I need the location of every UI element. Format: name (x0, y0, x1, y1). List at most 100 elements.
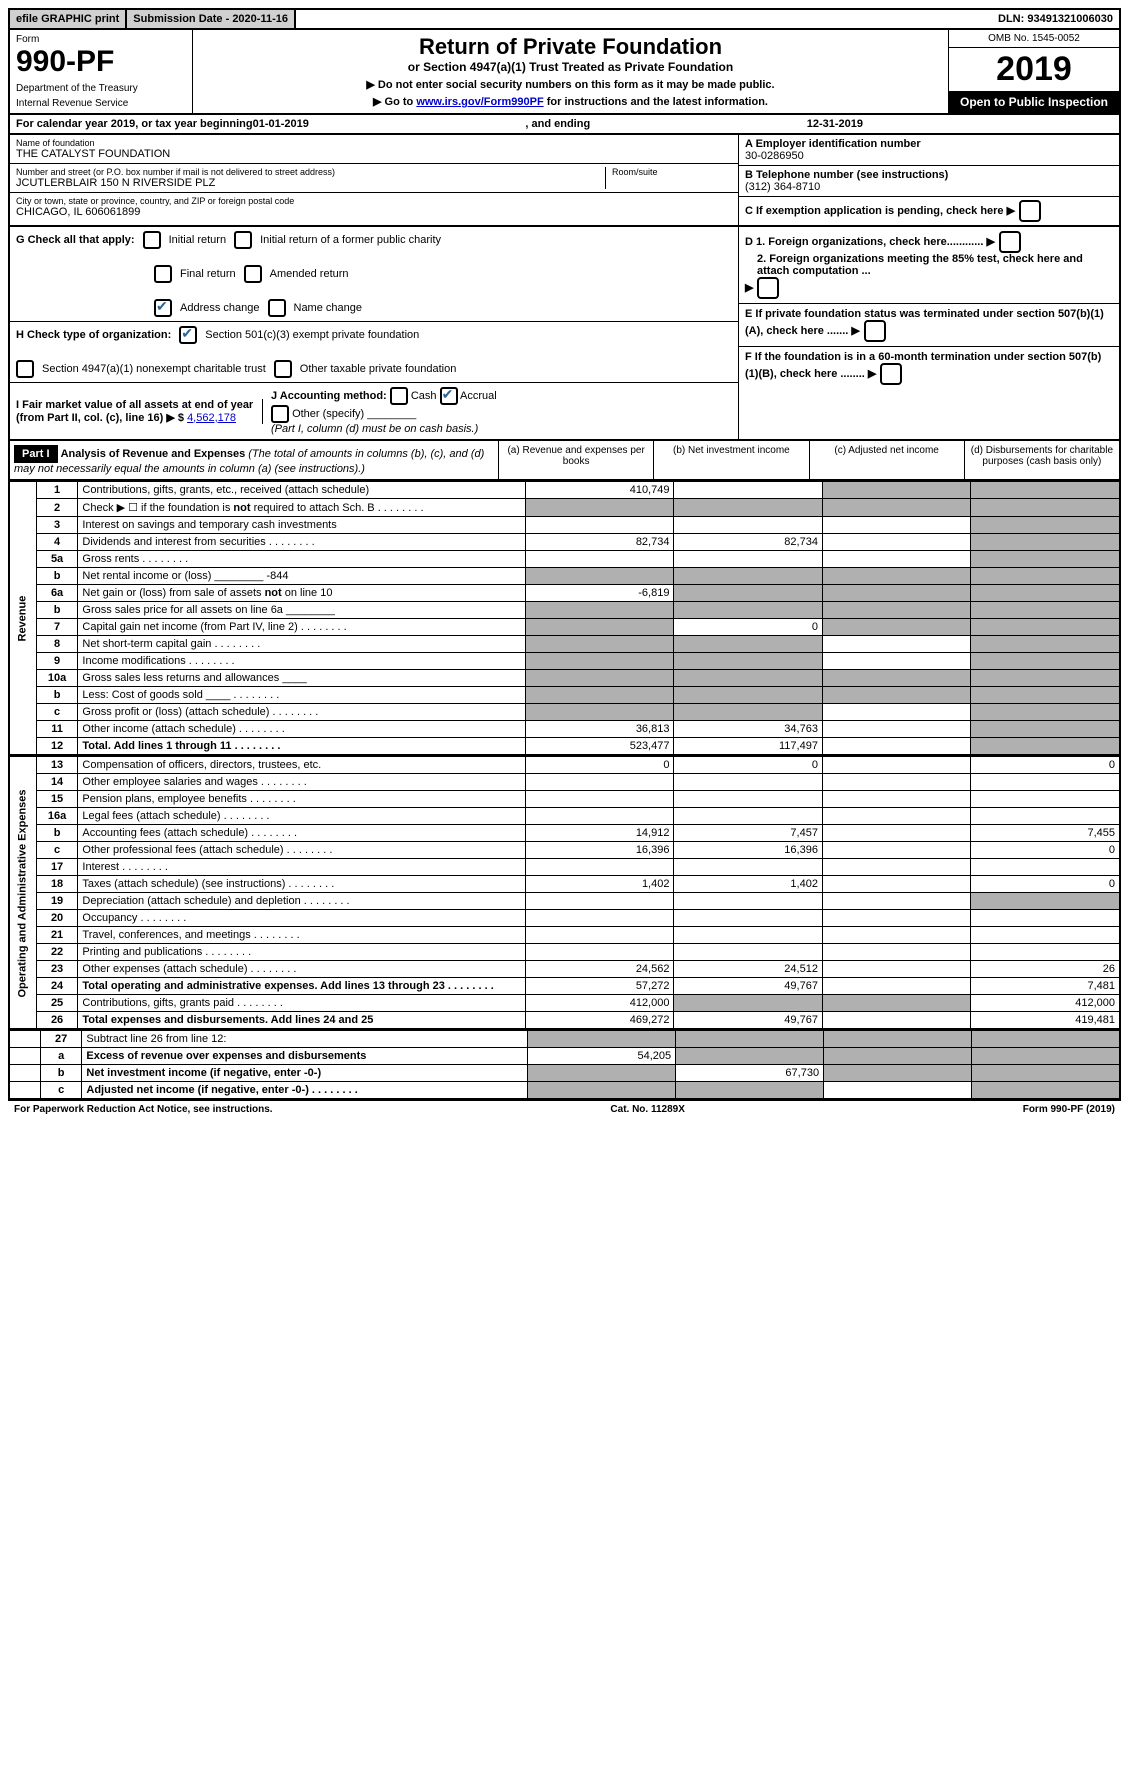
e-checkbox[interactable] (864, 320, 886, 342)
line-number: 23 (36, 961, 78, 978)
line-description: Other professional fees (attach schedule… (78, 842, 526, 859)
value-cell: 49,767 (674, 1012, 822, 1030)
value-cell: 0 (674, 619, 822, 636)
value-cell (674, 585, 822, 602)
form-header: Form 990-PF Department of the Treasury I… (8, 30, 1121, 115)
line-description: Compensation of officers, directors, tru… (78, 757, 526, 774)
line-number: b (36, 687, 78, 704)
line-description: Adjusted net income (if negative, enter … (82, 1082, 528, 1100)
value-cell (822, 602, 970, 619)
line-description: Other employee salaries and wages . . . … (78, 774, 526, 791)
line-description: Excess of revenue over expenses and disb… (82, 1048, 528, 1065)
line-description: Accounting fees (attach schedule) . . . … (78, 825, 526, 842)
value-cell: -6,819 (525, 585, 673, 602)
value-cell (822, 687, 970, 704)
ein-label: A Employer identification number (745, 138, 1113, 150)
value-cell: 14,912 (525, 825, 673, 842)
value-cell: 0 (525, 757, 673, 774)
value-cell (674, 893, 822, 910)
line-description: Taxes (attach schedule) (see instruction… (78, 876, 526, 893)
final-return-checkbox[interactable] (154, 265, 172, 283)
other-taxable-checkbox[interactable] (274, 360, 292, 378)
value-cell: 67,730 (676, 1065, 824, 1082)
value-cell (822, 568, 970, 585)
value-cell: 24,512 (674, 961, 822, 978)
table-row: cGross profit or (loss) (attach schedule… (9, 704, 1120, 721)
form-link[interactable]: www.irs.gov/Form990PF (416, 96, 543, 108)
accrual-label: Accrual (460, 390, 497, 402)
initial-return: Initial return (169, 234, 226, 246)
value-cell (674, 636, 822, 653)
line-description: Capital gain net income (from Part IV, l… (78, 619, 526, 636)
value-cell (971, 534, 1120, 551)
table-row: 8Net short-term capital gain . . . . . .… (9, 636, 1120, 653)
value-cell (525, 859, 673, 876)
value-cell (674, 910, 822, 927)
accrual-checkbox[interactable] (440, 387, 458, 405)
amended-checkbox[interactable] (244, 265, 262, 283)
value-cell (674, 602, 822, 619)
line-description: Dividends and interest from securities .… (78, 534, 526, 551)
initial-return-checkbox[interactable] (143, 231, 161, 249)
value-cell: 34,763 (674, 721, 822, 738)
value-cell (971, 944, 1120, 961)
footer: For Paperwork Reduction Act Notice, see … (8, 1100, 1121, 1118)
value-cell (525, 653, 673, 670)
form-label: Form (16, 34, 186, 45)
efile-button[interactable]: efile GRAPHIC print (10, 10, 127, 28)
line-number: 15 (36, 791, 78, 808)
value-cell (971, 704, 1120, 721)
value-cell (676, 1048, 824, 1065)
d2-checkbox[interactable] (757, 277, 779, 299)
cash-checkbox[interactable] (390, 387, 408, 405)
initial-former-checkbox[interactable] (234, 231, 252, 249)
value-cell (971, 738, 1120, 756)
value-cell: 117,497 (674, 738, 822, 756)
line-number: 8 (36, 636, 78, 653)
value-cell (971, 585, 1120, 602)
table-row: 9Income modifications . . . . . . . . (9, 653, 1120, 670)
name-change-checkbox[interactable] (268, 299, 286, 317)
line-description: Contributions, gifts, grants paid . . . … (78, 995, 526, 1012)
4947-checkbox[interactable] (16, 360, 34, 378)
table-row: 23Other expenses (attach schedule) . . .… (9, 961, 1120, 978)
line-number: 5a (36, 551, 78, 568)
value-cell (971, 482, 1120, 499)
fmv-value[interactable]: 4,562,178 (187, 412, 236, 424)
line-number: 13 (36, 757, 78, 774)
value-cell: 16,396 (525, 842, 673, 859)
value-cell (674, 517, 822, 534)
address-label: Number and street (or P.O. box number if… (16, 167, 605, 177)
value-cell (971, 1048, 1120, 1065)
value-cell: 7,481 (971, 978, 1120, 995)
value-cell (528, 1031, 676, 1048)
d1-checkbox[interactable] (999, 231, 1021, 253)
value-cell (971, 568, 1120, 585)
exemption-checkbox[interactable] (1019, 200, 1041, 222)
room-label: Room/suite (612, 167, 732, 177)
line-number: c (36, 842, 78, 859)
value-cell (525, 791, 673, 808)
j-note: (Part I, column (d) must be on cash basi… (271, 423, 478, 435)
value-cell (674, 704, 822, 721)
value-cell (822, 670, 970, 687)
table-row: Revenue1Contributions, gifts, grants, et… (9, 482, 1120, 499)
value-cell (822, 653, 970, 670)
other-method-checkbox[interactable] (271, 405, 289, 423)
irs-label: Internal Revenue Service (16, 98, 186, 109)
table-row: 11Other income (attach schedule) . . . .… (9, 721, 1120, 738)
value-cell (674, 499, 822, 517)
cal-end: 12-31-2019 (807, 118, 863, 130)
address-change-checkbox[interactable] (154, 299, 172, 317)
f-checkbox[interactable] (880, 363, 902, 385)
line-description: Pension plans, employee benefits . . . .… (78, 791, 526, 808)
cash-label: Cash (411, 390, 437, 402)
line-description: Less: Cost of goods sold ____ . . . . . … (78, 687, 526, 704)
cal-pre: For calendar year 2019, or tax year begi… (16, 118, 253, 130)
phone-value: (312) 364-8710 (745, 181, 1113, 193)
501c3-checkbox[interactable] (179, 326, 197, 344)
value-cell (674, 653, 822, 670)
line-number: 20 (36, 910, 78, 927)
value-cell (824, 1082, 972, 1100)
value-cell (674, 482, 822, 499)
